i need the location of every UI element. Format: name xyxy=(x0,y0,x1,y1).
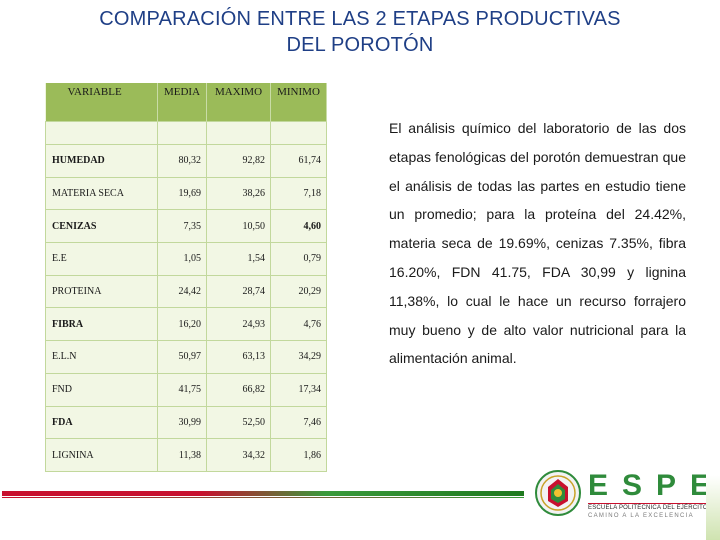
cell-media: 80,32 xyxy=(157,144,207,178)
spacer-cell xyxy=(270,121,327,145)
cell-minimo: 34,29 xyxy=(270,340,327,374)
spacer-cell xyxy=(206,121,271,145)
cell-minimo: 0,79 xyxy=(270,242,327,276)
cell-media: 50,97 xyxy=(157,340,207,374)
cell-maximo: 52,50 xyxy=(206,405,271,440)
table-row: E.E 1,05 1,54 0,79 xyxy=(45,242,327,276)
header-variable: VARIABLE xyxy=(45,83,158,122)
logo-subtitle: ESCUELA POLITÉCNICA DEL EJÉRCITO xyxy=(588,505,708,511)
cell-variable: E.L.N xyxy=(45,340,158,374)
cell-variable: FND xyxy=(45,372,158,407)
table-row: LIGNINA 11,38 34,32 1,86 xyxy=(45,438,327,472)
cell-media: 30,99 xyxy=(157,405,207,440)
footer-color-bar xyxy=(2,491,524,496)
right-edge-accent xyxy=(706,0,720,540)
cell-media: 11,38 xyxy=(157,438,207,472)
table-header-row: VARIABLE MEDIA MAXIMO MINIMO xyxy=(45,83,327,122)
cell-maximo: 92,82 xyxy=(206,144,271,178)
cell-minimo: 7,18 xyxy=(270,176,327,211)
nutrient-table-container: VARIABLE MEDIA MAXIMO MINIMO HUMEDAD 80,… xyxy=(45,83,327,472)
cell-maximo: 66,82 xyxy=(206,372,271,407)
cell-media: 16,20 xyxy=(157,307,207,342)
cell-minimo: 7,46 xyxy=(270,405,327,440)
spacer-cell xyxy=(157,121,207,145)
espe-logo: ESPE ESCUELA POLITÉCNICA DEL EJÉRCITO CA… xyxy=(528,465,710,523)
table-row: FIBRA 16,20 24,93 4,76 xyxy=(45,307,327,342)
cell-variable: CENIZAS xyxy=(45,209,158,244)
header-media: MEDIA xyxy=(157,83,207,122)
cell-variable: FDA xyxy=(45,405,158,440)
espe-wordmark: ESPE xyxy=(588,469,720,502)
table-row: E.L.N 50,97 63,13 34,29 xyxy=(45,340,327,374)
cell-media: 19,69 xyxy=(157,176,207,211)
cell-minimo: 61,74 xyxy=(270,144,327,178)
cell-minimo: 17,34 xyxy=(270,372,327,407)
cell-maximo: 10,50 xyxy=(206,209,271,244)
table-row: MATERIA SECA 19,69 38,26 7,18 xyxy=(45,176,327,211)
cell-maximo: 24,93 xyxy=(206,307,271,342)
cell-maximo: 63,13 xyxy=(206,340,271,374)
cell-media: 24,42 xyxy=(157,274,207,309)
cell-maximo: 28,74 xyxy=(206,274,271,309)
table-row: FND 41,75 66,82 17,34 xyxy=(45,372,327,407)
cell-media: 1,05 xyxy=(157,242,207,276)
cell-variable: LIGNINA xyxy=(45,438,158,472)
header-maximo: MAXIMO xyxy=(206,83,271,122)
table-row: FDA 30,99 52,50 7,46 xyxy=(45,405,327,440)
table-spacer-row xyxy=(45,121,327,145)
table-row: PROTEINA 24,42 28,74 20,29 xyxy=(45,274,327,309)
cell-variable: MATERIA SECA xyxy=(45,176,158,211)
cell-minimo: 1,86 xyxy=(270,438,327,472)
cell-minimo: 20,29 xyxy=(270,274,327,309)
cell-variable: HUMEDAD xyxy=(45,144,158,178)
analysis-paragraph: El análisis químico del laboratorio de l… xyxy=(389,120,686,367)
slide-title: COMPARACIÓN ENTRE LAS 2 ETAPAS PRODUCTIV… xyxy=(20,6,700,58)
cell-maximo: 34,32 xyxy=(206,438,271,472)
cell-variable: E.E xyxy=(45,242,158,276)
logo-divider xyxy=(588,503,708,504)
slide-title-line-2: DEL POROTÓN xyxy=(286,34,434,56)
cell-minimo: 4,60 xyxy=(270,209,327,244)
table-row: HUMEDAD 80,32 92,82 61,74 xyxy=(45,144,327,178)
logo-motto: CAMINO A LA EXCELENCIA xyxy=(588,513,694,519)
cell-minimo: 4,76 xyxy=(270,307,327,342)
cell-media: 41,75 xyxy=(157,372,207,407)
cell-variable: PROTEINA xyxy=(45,274,158,309)
cell-variable: FIBRA xyxy=(45,307,158,342)
espe-seal-icon xyxy=(535,470,581,516)
footer-color-line xyxy=(2,497,524,498)
cell-media: 7,35 xyxy=(157,209,207,244)
nutrient-table: VARIABLE MEDIA MAXIMO MINIMO HUMEDAD 80,… xyxy=(45,83,327,472)
cell-maximo: 38,26 xyxy=(206,176,271,211)
header-minimo: MINIMO xyxy=(270,83,327,122)
spacer-cell xyxy=(45,121,158,145)
slide-title-line-1: COMPARACIÓN ENTRE LAS 2 ETAPAS PRODUCTIV… xyxy=(99,8,621,30)
cell-maximo: 1,54 xyxy=(206,242,271,276)
table-row: CENIZAS 7,35 10,50 4,60 xyxy=(45,209,327,244)
